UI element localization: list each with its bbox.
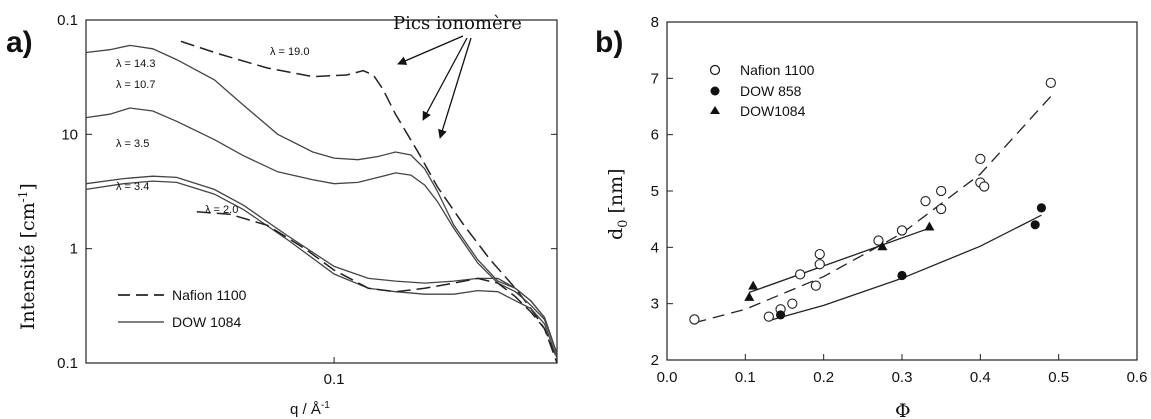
legend-nafion-1100-label: Nafion 1100 [172, 287, 247, 303]
arrow-to-peak-2 [422, 37, 468, 121]
panel-b-ytick-label: 2 [651, 352, 659, 369]
panel-a-frame [85, 19, 558, 364]
curve-label-3-5: λ = 3.5 [116, 138, 149, 150]
point-dow1084 [877, 241, 888, 251]
point-dow-858 [1036, 203, 1047, 213]
point-nafion-1100 [814, 248, 825, 260]
point-nafion-1100 [979, 181, 990, 192]
point-dow1084 [748, 280, 759, 290]
panel-a-ytick-label: 0.1 [57, 12, 78, 29]
legend-open-circle-marker [709, 64, 721, 76]
point-nafion-1100 [787, 298, 798, 309]
panel-b-legend: Nafion 1100 DOW 858 DOW1084 [709, 62, 815, 119]
panel-a-xlabel: q / Å-1 [290, 400, 330, 418]
point-nafion-1100 [763, 311, 774, 322]
panel-b-frame [666, 21, 1138, 361]
point-nafion-1100 [873, 235, 884, 246]
point-dow-858 [897, 270, 907, 281]
panel-b-plot: 2 3 4 5 6 7 8 0.0 0.1 0.2 0.3 0.4 0.5 0.6 Nafion 1100… [605, 14, 1147, 419]
panel-a-ytick-label: 10 [61, 126, 78, 143]
panel-b-ytick-label: 4 [651, 239, 659, 256]
curve-label-2-0: λ = 2.0 [205, 204, 238, 216]
point-nafion-1100 [689, 314, 700, 325]
point-nafion-1100 [1045, 77, 1056, 88]
arrow-to-peak-3 [438, 37, 472, 139]
panel-a-label: a) [6, 26, 33, 59]
panel-b-ytick-label: 3 [651, 296, 659, 313]
panel-b-ytick-label: 6 [651, 127, 659, 144]
annotation-arrows [397, 35, 472, 139]
legend-nafion-1100: Nafion 1100 [740, 62, 815, 78]
arrow-to-peak-1 [397, 35, 464, 65]
panel-a-xtick-label: 0.1 [324, 371, 345, 388]
point-dow-858 [1030, 220, 1040, 230]
curve-label-19-0: λ = 19.0 [270, 46, 309, 58]
panel-b-ytick-label: 8 [651, 14, 659, 31]
panel-b-xlabel: Φ [895, 400, 911, 419]
point-nafion-1100 [936, 185, 947, 197]
series-10-7-line [85, 107, 558, 355]
panel-b-xtick-label: 0.5 [1048, 369, 1069, 386]
legend-dow-858: DOW 858 [740, 83, 802, 99]
point-dow1084 [744, 291, 755, 301]
panel-a-ylabel: Intensité [cm-1] [16, 183, 39, 330]
panel-a-ytick-label: 0.1 [57, 355, 78, 372]
panel-b-xtick-label: 0.1 [735, 369, 756, 386]
curve-label-10-7: λ = 10.7 [116, 79, 155, 91]
fit-nafion-1100-line [694, 95, 1052, 324]
panel-b-ylabel: d0 [nm] [605, 168, 631, 240]
point-nafion-1100 [896, 225, 908, 236]
fit-dow1084-line [749, 227, 930, 294]
series-19-0-line [180, 40, 558, 359]
panel-b-xtick-label: 0.2 [813, 369, 834, 386]
curve-label-14-3: λ = 14.3 [116, 58, 155, 70]
panel-a-legend: Nafion 1100 DOW 1084 [118, 287, 247, 330]
panel-b-xtick-label: 0.6 [1127, 369, 1148, 386]
legend-dow1084: DOW1084 [740, 103, 806, 119]
series-2-0-line [196, 211, 558, 364]
series-14-3-line [85, 44, 558, 355]
panel-a-ytick-label: 1 [70, 241, 78, 258]
legend-dow-1084-label: DOW 1084 [172, 314, 241, 330]
point-nafion-1100 [810, 280, 821, 291]
panel-b-xtick-label: 0.3 [892, 369, 913, 386]
annotation-pics-ionomere: Pics ionomère [393, 13, 522, 34]
curve-label-3-4: λ = 3.4 [116, 181, 149, 193]
panel-b-xtick-label: 0.4 [970, 369, 991, 386]
panel-b-ytick-label: 5 [651, 183, 659, 200]
point-dow1084 [924, 221, 935, 231]
series-3-5-line [85, 175, 558, 355]
panel-b-ytick-label: 7 [651, 70, 659, 87]
point-dow-858 [775, 310, 786, 320]
point-nafion-1100 [936, 203, 947, 215]
point-nafion-1100 [975, 153, 986, 165]
point-nafion-1100 [814, 259, 825, 270]
panel-b-label: b) [595, 26, 623, 59]
point-nafion-1100 [920, 195, 931, 207]
legend-filled-circle-marker [710, 86, 720, 96]
panel-b-xtick-label: 0.0 [657, 369, 678, 386]
point-nafion-1100 [795, 269, 806, 280]
panel-a-plot: 0.1 1 10 0.1 0.1 λ = 19.0 λ = 14.3 λ = 10.7 λ =… [16, 12, 558, 418]
legend-triangle-marker [710, 106, 720, 114]
